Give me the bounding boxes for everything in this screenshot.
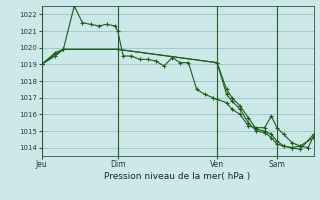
- X-axis label: Pression niveau de la mer( hPa ): Pression niveau de la mer( hPa ): [104, 172, 251, 181]
